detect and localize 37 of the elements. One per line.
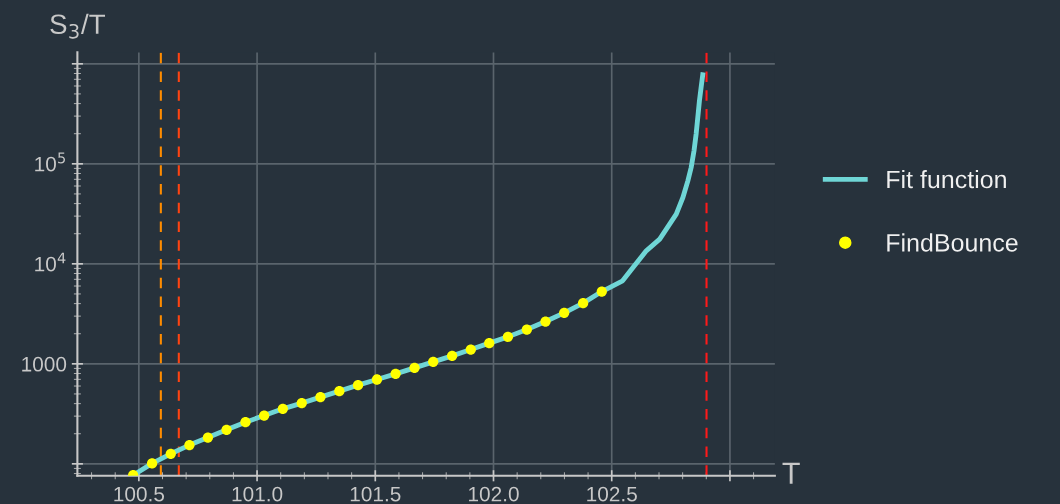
y-tick-label: 1000	[22, 356, 67, 372]
point	[502, 331, 514, 342]
point	[521, 324, 532, 335]
x-tick-label: 102.0	[469, 486, 519, 502]
point	[352, 380, 364, 391]
point	[334, 386, 345, 397]
legend-label: Fit function	[887, 169, 1006, 189]
y-axis-title: S$_{3}$/T	[50, 13, 106, 39]
x-tick-label: 101.5	[350, 486, 401, 502]
legend-label: FindBounce	[887, 233, 1018, 252]
point	[409, 362, 420, 373]
point	[428, 356, 439, 367]
point	[484, 337, 495, 349]
point	[277, 403, 288, 414]
point	[259, 410, 270, 421]
point	[221, 424, 232, 435]
x-tick-label: 101.0	[232, 486, 283, 502]
point	[559, 307, 570, 318]
point	[465, 344, 476, 355]
point	[390, 368, 401, 380]
point	[202, 432, 214, 443]
x-axis-title: T	[782, 462, 800, 484]
point	[315, 391, 326, 403]
point	[577, 297, 589, 309]
point	[146, 458, 158, 469]
point	[165, 448, 176, 459]
point	[540, 316, 551, 327]
point	[240, 417, 251, 428]
point	[371, 374, 383, 385]
point	[184, 439, 195, 451]
point	[296, 397, 307, 409]
point	[446, 350, 458, 361]
point	[596, 286, 607, 297]
x-tick-label: 102.5	[587, 486, 637, 502]
x-tick-label: 100.5	[114, 486, 165, 502]
y-tick-label: 10$^{4}$	[35, 252, 66, 272]
y-tick-label: 10$^{5}$	[35, 152, 66, 172]
